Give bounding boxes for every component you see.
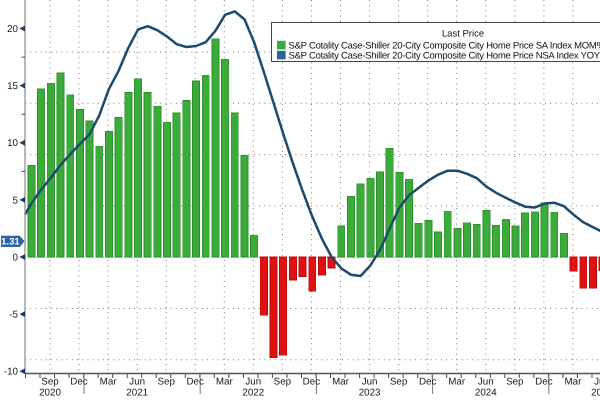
svg-text:Sep: Sep <box>390 377 408 388</box>
svg-text:15: 15 <box>7 81 18 92</box>
svg-text:Sep: Sep <box>157 377 175 388</box>
svg-text:2025: 2025 <box>591 388 600 399</box>
svg-text:Sep: Sep <box>506 377 524 388</box>
svg-text:2021: 2021 <box>126 388 148 399</box>
svg-text:Mar: Mar <box>332 377 350 388</box>
svg-text:1.31: 1.31 <box>1 237 20 248</box>
svg-text:Dec: Dec <box>419 377 437 388</box>
svg-text:Jun: Jun <box>245 377 261 388</box>
svg-text:5: 5 <box>13 195 19 206</box>
svg-text:Mar: Mar <box>216 377 234 388</box>
svg-text:S&P Cotality Case-Shiller 20-C: S&P Cotality Case-Shiller 20-City Compos… <box>289 50 600 61</box>
svg-text:Jun: Jun <box>362 377 378 388</box>
svg-text:Mar: Mar <box>100 377 118 388</box>
svg-text:Sep: Sep <box>41 377 59 388</box>
svg-text:2023: 2023 <box>359 388 381 399</box>
svg-text:Dec: Dec <box>535 377 553 388</box>
svg-text:Last Price: Last Price <box>442 28 484 39</box>
svg-text:Dec: Dec <box>186 377 204 388</box>
svg-text:Jun: Jun <box>129 377 145 388</box>
svg-text:Mar: Mar <box>564 377 582 388</box>
svg-text:Sep: Sep <box>274 377 292 388</box>
svg-text:Mar: Mar <box>448 377 466 388</box>
svg-text:0: 0 <box>13 252 19 263</box>
svg-text:Jun: Jun <box>594 377 600 388</box>
svg-text:Jun: Jun <box>478 377 494 388</box>
svg-text:Dec: Dec <box>70 377 88 388</box>
svg-text:2020: 2020 <box>39 388 61 399</box>
svg-text:20: 20 <box>7 24 18 35</box>
svg-text:10: 10 <box>7 138 18 149</box>
svg-text:2022: 2022 <box>242 388 264 399</box>
svg-text:2024: 2024 <box>475 388 497 399</box>
svg-text:-10: -10 <box>4 367 19 378</box>
svg-text:Dec: Dec <box>303 377 321 388</box>
svg-text:-5: -5 <box>9 310 18 321</box>
